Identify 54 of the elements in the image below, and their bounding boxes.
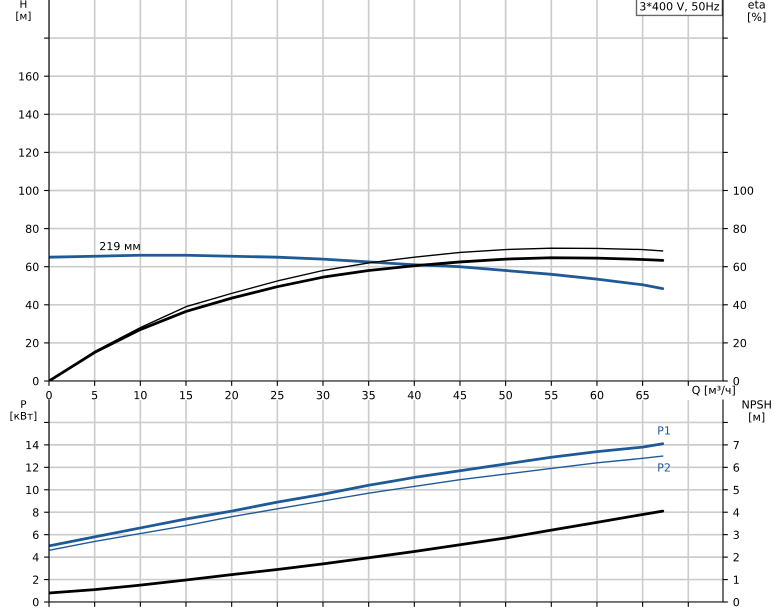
series-label: P1 [658, 426, 670, 435]
x-tick-label: 20 [225, 390, 238, 400]
y-tick-label: 2 [33, 576, 38, 584]
y-tick-label: 6 [32, 530, 39, 540]
y-tick-label: 120 [19, 148, 39, 157]
y2-tick-label: 80 [733, 224, 746, 233]
y-tick-label: 40 [26, 300, 39, 310]
y-tick-label: 14 [26, 441, 39, 450]
y2-tick-label: 2 [734, 553, 739, 562]
y-tick-label: 140 [19, 110, 39, 119]
y-axis-title: H [м] [16, 0, 30, 21]
y2-tick-label: 100 [734, 186, 754, 195]
y2-tick-label: 1 [734, 576, 739, 584]
x-tick-label: 35 [362, 390, 375, 400]
y2-tick-label: 4 [733, 508, 740, 516]
x-tick-label: 0 [46, 390, 52, 400]
y2-tick-label: 40 [733, 300, 746, 310]
y2-tick-label: 60 [734, 262, 746, 272]
y-tick-label: 0 [32, 376, 39, 386]
x-tick-label: 60 [590, 390, 604, 400]
x-tick-label: 40 [408, 390, 421, 400]
y2-tick-label: 5 [734, 486, 739, 494]
x-tick-label: 30 [316, 390, 330, 400]
y2-tick-label: 7 [734, 441, 739, 450]
y-tick-label: 100 [19, 186, 39, 195]
x-tick-label: 25 [271, 390, 284, 400]
x-tick-label: 15 [180, 391, 192, 400]
x-tick-label: 55 [545, 391, 558, 400]
y-tick-label: 10 [26, 486, 39, 494]
x-tick-label: 45 [453, 391, 466, 400]
annotation: 219 мм [100, 242, 140, 250]
y-tick-label: 0 [32, 598, 39, 606]
annotation: 3*400 V, 50Hz [640, 2, 720, 12]
y-tick-label: 4 [32, 553, 39, 562]
y2-tick-label: 6 [734, 463, 740, 472]
y-tick-label: 160 [19, 72, 39, 81]
y-tick-label: 12 [26, 463, 38, 472]
y2-tick-label: 20 [734, 338, 746, 348]
x-axis-title: Q [м³/ч] [692, 386, 735, 396]
y-tick-label: 8 [32, 508, 39, 517]
x-tick-label: 50 [499, 390, 512, 400]
y2-tick-label: 0 [733, 598, 740, 606]
x-tick-label: 10 [134, 390, 147, 400]
y-axis-title: P [кВт] [10, 400, 36, 421]
y-tick-label: 80 [26, 224, 39, 233]
y-tick-label: 20 [26, 338, 39, 348]
y2-tick-label: 3 [734, 530, 739, 540]
x-tick-label: 5 [92, 391, 98, 400]
y2-axis-title: NPSH [м] [742, 400, 771, 422]
y2-axis-title: eta [%] [748, 0, 766, 22]
series-label: P2 [658, 463, 670, 472]
x-tick-label: 65 [636, 390, 649, 400]
y2-tick-label: 0 [733, 376, 740, 386]
y-tick-label: 60 [26, 262, 39, 272]
